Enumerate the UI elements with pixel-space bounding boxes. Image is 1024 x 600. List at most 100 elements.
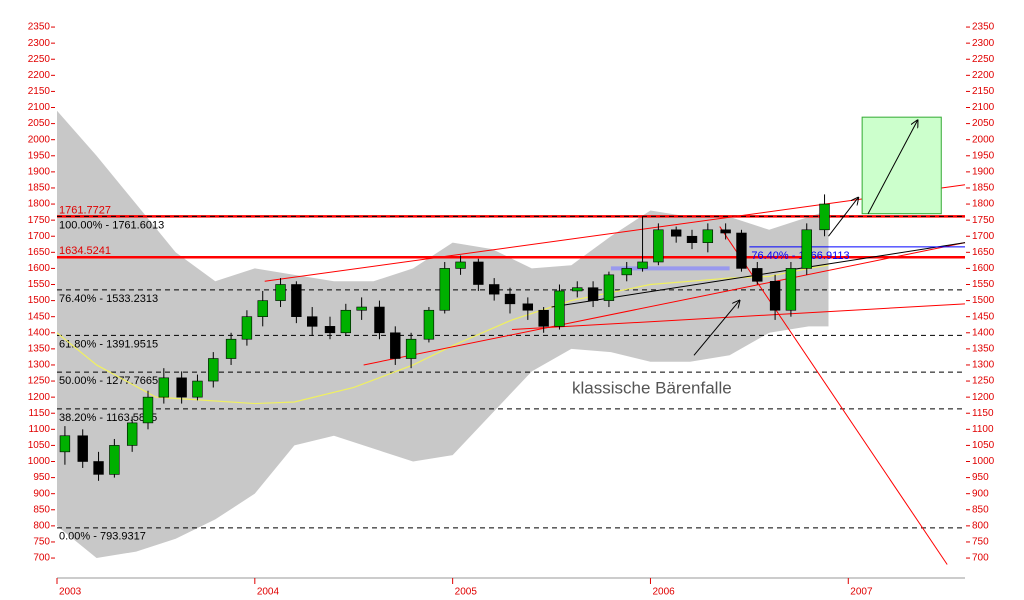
y-tick-label-right: 1900 [972,167,995,178]
arrow [867,120,917,214]
y-tick-label: 2150 [28,86,51,97]
y-tick-label-right: 900 [972,488,989,499]
y-tick-label-right: 2200 [972,70,995,81]
y-tick-label-right: 1550 [972,279,995,290]
level-label: 0.00% - 793.9317 [59,531,146,543]
candle-body [488,284,500,295]
candle-body [621,268,632,276]
y-tick-label: 1750 [28,215,51,226]
candle-body [637,261,648,269]
y-tick-label: 2050 [28,118,51,129]
y-tick-label-right: 1500 [972,295,995,306]
y-tick-label: 2350 [28,22,51,33]
candle-body [603,274,615,301]
y-tick-label-right: 1950 [972,150,995,161]
candle-body [356,306,367,311]
candle-body [306,316,318,327]
candle-body [785,268,797,311]
y-tick-label: 1850 [28,183,51,194]
y-tick-label: 1900 [28,167,51,178]
arrow [828,198,859,237]
y-tick-label: 1050 [28,440,51,451]
candle-body [572,287,583,292]
y-tick-label: 1200 [28,392,51,403]
candle-body [324,326,336,334]
y-tick-label-right: 1450 [972,311,995,322]
candle-body [720,229,731,234]
y-tick-label-right: 1200 [972,392,995,403]
y-tick-label: 1950 [28,150,51,161]
candle-body [93,461,104,475]
candle-body [702,229,714,243]
y-tick-label-right: 850 [972,504,989,515]
y-tick-label: 1800 [28,199,51,210]
candle-body [390,332,401,359]
bollinger-band [57,110,829,559]
y-tick-label: 1150 [28,408,50,419]
candle-body [291,284,302,317]
y-tick-label-right: 2000 [972,134,995,145]
y-tick-label: 2200 [28,70,51,81]
candle-body [455,261,466,269]
level-label: 100.00% - 1761.6013 [59,219,164,231]
y-tick-label: 1350 [28,344,51,355]
candle-body [670,229,682,237]
y-tick-label: 1250 [28,376,51,387]
y-tick-label-right: 2100 [972,102,995,113]
blue-level-label: 76.40% - 1666.9113 [751,250,849,262]
candle-body [686,235,698,243]
level-label: 1761.7727 [59,204,111,216]
y-tick-label: 1600 [28,263,51,274]
candle-body [77,435,88,462]
candle-body [522,303,534,311]
y-tick-label-right: 1600 [972,263,995,274]
y-tick-label: 1650 [28,247,51,258]
x-tick-label: 2003 [59,587,82,598]
x-tick-label: 2006 [652,587,675,598]
y-tick-label: 1300 [28,360,51,371]
y-tick-label-right: 1050 [972,440,995,451]
y-tick-label-right: 750 [972,537,989,548]
candle-body [736,232,747,269]
y-tick-label: 800 [33,521,50,532]
candle-body [374,306,385,334]
x-tick-label: 2007 [850,587,873,598]
level-label: 76.40% - 1533.2313 [59,293,158,305]
y-tick-label: 700 [33,553,50,564]
candle-body [819,203,830,231]
y-tick-label: 2100 [28,102,51,113]
level-label: 38.20% - 1163.5815 [59,412,157,424]
y-tick-label: 1700 [28,231,51,242]
candle-body [554,290,565,327]
y-tick-label-right: 1150 [972,408,994,419]
candle-body [752,268,763,282]
y-tick-label: 1550 [28,279,51,290]
x-tick-label: 2005 [455,587,478,598]
trendline [511,303,966,331]
candle-body [504,293,516,305]
y-tick-label-right: 1650 [972,247,995,258]
level-label: 1634.5241 [59,245,111,257]
y-tick-label-right: 1400 [972,327,995,338]
y-tick-label: 750 [33,537,50,548]
y-tick-label: 850 [33,504,50,515]
y-tick-label: 900 [33,488,50,499]
y-tick-label: 2300 [28,38,51,49]
y-tick-label-right: 2350 [972,22,995,33]
y-tick-label-right: 1850 [972,183,995,194]
candle-body [126,422,138,446]
y-tick-label-right: 2050 [972,118,995,129]
candle-body [801,229,812,269]
y-tick-label-right: 1000 [972,456,995,467]
y-tick-label-right: 1800 [972,199,995,210]
candle-body [340,309,352,334]
level-label: 61.80% - 1391.9515 [59,338,158,350]
candle-body [769,280,781,311]
y-tick-label-right: 2150 [972,86,995,97]
y-tick-label: 1000 [28,456,51,467]
target-box [861,116,942,215]
candle-body [59,435,71,453]
y-tick-label: 950 [33,472,50,483]
